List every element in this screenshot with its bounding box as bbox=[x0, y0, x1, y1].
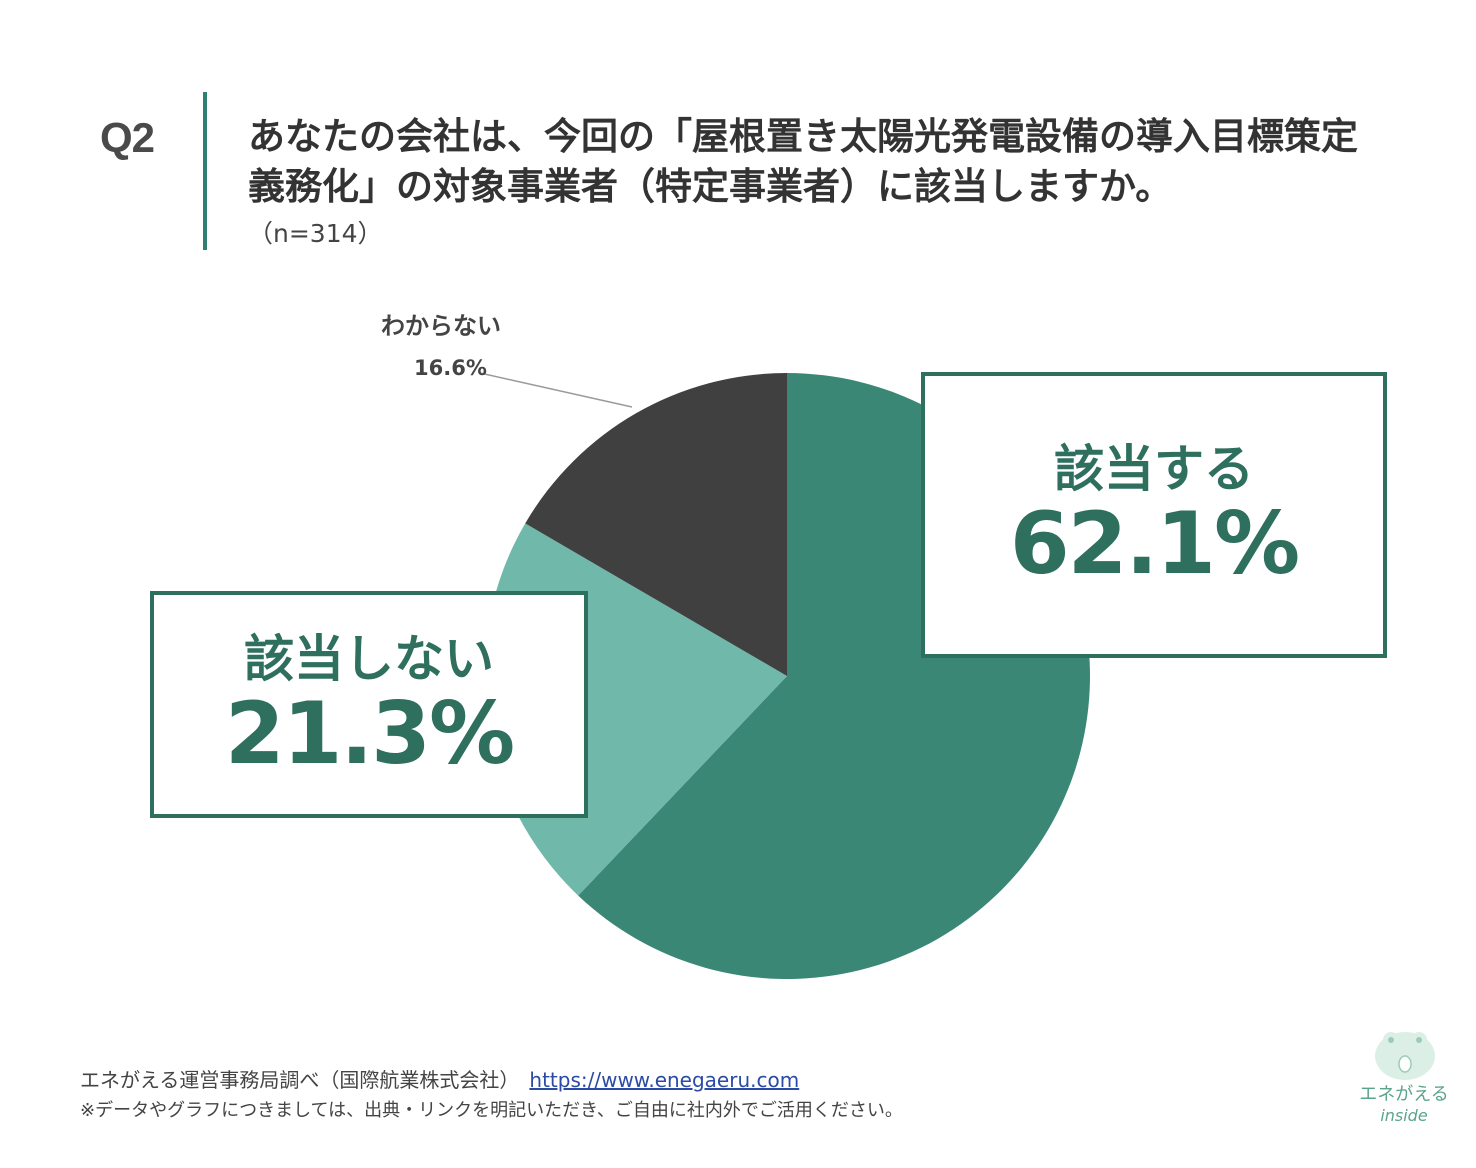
question-number: Q2 bbox=[100, 114, 155, 161]
pie-slice-unknown bbox=[525, 373, 787, 676]
question-line-2: 義務化」の対象事業者（特定事業者）に該当しますか。 bbox=[248, 165, 1173, 208]
frog-mascot-icon bbox=[1375, 1032, 1435, 1080]
logo-name: エネがえる bbox=[1359, 1084, 1449, 1105]
source-text: エネがえる運営事務局調べ（国際航業株式会社） bbox=[80, 1068, 520, 1092]
callout-applicable: 該当する 62.1% bbox=[921, 372, 1387, 658]
sample-size: （n=314） bbox=[248, 219, 383, 248]
usage-note: ※データやグラフにつきましては、出典・リンクを明記いただき、ご自由に社内外でご活… bbox=[80, 1100, 903, 1121]
question-line-1: あなたの会社は、今回の「屋根置き太陽光発電設備の導入目標策定 bbox=[248, 115, 1358, 158]
callout-not-applicable: 該当しない 21.3% bbox=[150, 591, 588, 818]
question-divider bbox=[203, 92, 207, 250]
leader-line-unknown bbox=[479, 372, 633, 408]
source-line: エネがえる運営事務局調べ（国際航業株式会社） https://www.enegae… bbox=[80, 1064, 799, 1093]
data-label-unknown-value: 16.6% bbox=[414, 356, 487, 380]
data-label-unknown-name: わからない bbox=[381, 312, 501, 340]
logo-sub: inside bbox=[1380, 1106, 1428, 1125]
callout-applicable-label: 該当する bbox=[1054, 440, 1254, 498]
callout-not-applicable-value: 21.3% bbox=[224, 683, 515, 784]
callout-applicable-value: 62.1% bbox=[1009, 494, 1300, 594]
callout-not-applicable-label: 該当しない bbox=[244, 629, 494, 688]
question-text: あなたの会社は、今回の「屋根置き太陽光発電設備の導入目標策定 義務化」の対象事業… bbox=[248, 112, 1448, 212]
source-link[interactable]: https://www.enegaeru.com bbox=[529, 1068, 800, 1092]
